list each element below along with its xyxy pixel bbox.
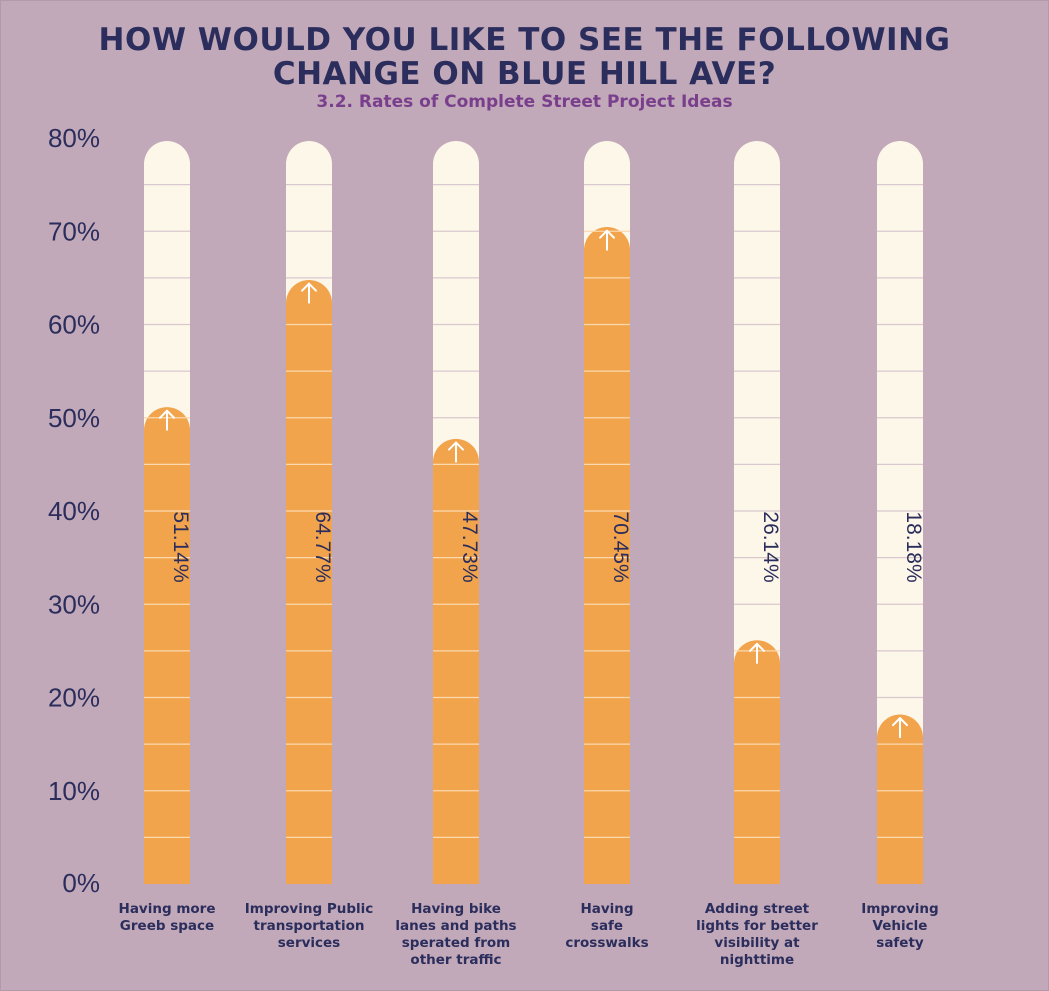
chart-subtitle: 3.2. Rates of Complete Street Project Id… xyxy=(316,92,733,112)
bar-value-label: 47.73% xyxy=(458,511,481,582)
chart-title-line-2: CHANGE ON BLUE HILL AVE? xyxy=(272,56,777,92)
bar xyxy=(286,280,332,884)
bar-value-label: 64.77% xyxy=(311,511,334,582)
bar-value-label: 26.14% xyxy=(759,511,782,582)
y-tick-label: 30% xyxy=(48,589,100,619)
bar xyxy=(144,407,190,884)
arrow-up-icon xyxy=(599,229,615,251)
chart-title-line-1: HOW WOULD YOU LIKE TO SEE THE FOLLOWING xyxy=(98,22,951,58)
y-tick-label: 10% xyxy=(48,776,100,806)
category-label: Having more Greeb space xyxy=(119,901,216,934)
category-label: Improving Vehicle safety xyxy=(861,901,938,951)
y-tick-label: 60% xyxy=(48,310,100,340)
category-label: Having safe crosswalks xyxy=(565,901,648,951)
arrow-up-icon xyxy=(301,282,317,304)
y-tick-label: 0% xyxy=(62,868,100,898)
bar xyxy=(877,714,923,884)
arrow-up-icon xyxy=(749,642,765,664)
bar xyxy=(584,227,630,884)
y-tick-label: 70% xyxy=(48,216,100,246)
category-label: Improving Public transportation services xyxy=(245,901,374,951)
bar-value-label: 18.18% xyxy=(902,511,925,582)
arrow-up-icon xyxy=(892,717,908,739)
bar xyxy=(433,438,479,884)
bar-value-label: 70.45% xyxy=(609,511,632,582)
y-tick-label: 80% xyxy=(48,123,100,153)
y-tick-label: 20% xyxy=(48,683,100,713)
category-label: Having bike lanes and paths sperated from o… xyxy=(395,901,516,968)
category-label: Adding street lights for better visibility… xyxy=(696,901,818,968)
bar xyxy=(734,640,780,884)
y-tick-label: 40% xyxy=(48,496,100,526)
bar-value-label: 51.14% xyxy=(169,511,192,582)
bar-track xyxy=(877,141,923,884)
y-tick-label: 50% xyxy=(48,403,100,433)
arrow-up-icon xyxy=(448,441,464,463)
arrow-up-icon xyxy=(159,409,175,431)
